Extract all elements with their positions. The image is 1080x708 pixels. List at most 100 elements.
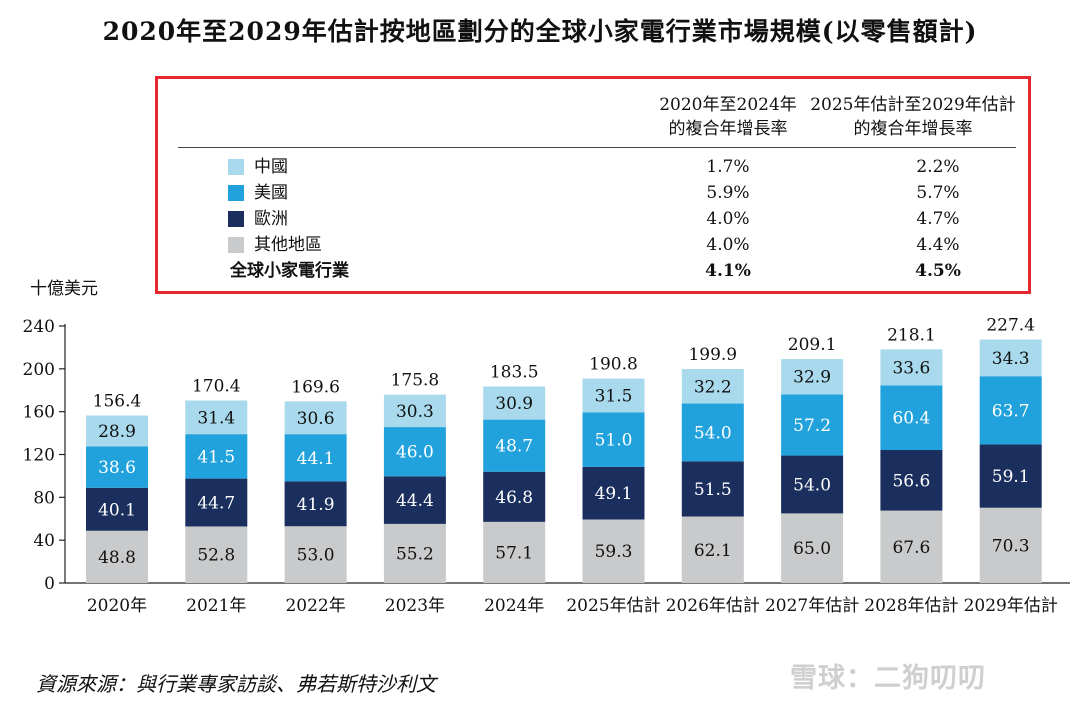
bar-segment [383,394,446,428]
legend-swatch-usa [228,185,244,201]
bar-segment [781,513,844,583]
bar-segment [383,476,446,524]
bar-segment [781,455,844,514]
bar-segment [86,415,148,447]
bar-segment [681,403,744,462]
data-label: 33.6 [892,358,930,378]
data-label: 48.7 [495,437,533,457]
cagr-value: 5.9% [706,183,750,203]
data-label: 53.0 [297,546,335,566]
cagr-value: 2.2% [916,157,960,177]
legend-swatch-europe [228,211,244,227]
region-label: 美國 [254,183,288,203]
y-tick-label: 200 [23,360,55,380]
data-label: 63.7 [992,401,1030,421]
total-label: 183.5 [490,363,539,383]
y-tick-label: 80 [33,488,55,508]
data-label: 38.6 [98,458,136,478]
data-label: 57.1 [495,543,533,563]
bar-segment [681,461,744,517]
bar-segment [284,481,347,527]
bar-segment [86,487,148,531]
data-label: 44.1 [297,449,335,469]
data-label: 34.3 [992,349,1030,369]
bar-segment [681,369,744,404]
legend-swatch-china [228,159,244,175]
x-tick-label: 2025年估計 [566,596,660,616]
cagr-value: 5.7% [916,183,960,203]
data-label: 56.6 [892,471,930,491]
y-tick-label: 240 [23,317,55,337]
cagr-value: 4.7% [916,209,960,229]
data-label: 49.1 [595,484,633,504]
cagr-header-line: 2025年估計至2029年估計 [810,95,1016,115]
total-label: 199.9 [688,345,737,365]
data-label: 41.9 [297,495,335,515]
data-label: 51.5 [694,480,732,500]
data-label: 28.9 [98,422,136,442]
data-label: 62.1 [694,541,732,561]
bar-segment [880,385,943,451]
x-tick-label: 2024年 [484,596,544,616]
bar-segment [284,526,347,583]
bar-segment [383,523,446,583]
y-tick-label: 160 [23,403,55,423]
data-label: 51.0 [595,431,633,451]
y-tick-label: 120 [23,446,55,466]
stacked-bar-chart: 0 40 80 120 160 200 240 48.8 40.1 38.6 28.9 156.4 20… [23,315,1070,616]
data-label: 46.0 [396,443,434,463]
x-tick-label: 2029年估計 [964,596,1058,616]
total-label: 218.1 [887,325,936,345]
bar-segment [582,466,645,520]
data-label: 67.6 [892,538,930,558]
cagr-value: 1.7% [706,157,750,177]
bar-segment [880,450,943,511]
data-label: 44.7 [197,494,235,514]
bar-segment [880,510,943,583]
data-label: 30.9 [495,394,533,414]
cagr-value-total: 4.1% [705,261,751,281]
data-label: 59.1 [992,467,1030,487]
data-label: 65.0 [793,539,831,559]
x-tick-label: 2027年估計 [765,596,859,616]
total-label: 170.4 [192,377,241,397]
data-label: 60.4 [892,409,930,429]
data-label: 31.5 [595,386,633,406]
x-tick-label: 2022年 [285,596,345,616]
bar-segment [483,471,546,522]
region-label: 其他地區 [254,235,322,255]
total-label: 175.8 [391,371,440,391]
cagr-header-2025-2029: 2025年估計至2029年估計 的複合年增長率 [788,93,1038,141]
data-label: 40.1 [98,500,136,520]
bar-segment [582,378,645,413]
cagr-table: 2020年至2024年 的複合年增長率 2025年估計至2029年估計 的複合年… [155,76,1031,294]
data-label: 54.0 [793,475,831,495]
data-label: 30.3 [396,402,434,422]
x-tick-label: 2020年 [87,596,147,616]
bar-segment [880,349,943,386]
y-axis-unit-label: 十億美元 [30,279,98,299]
cagr-value: 4.0% [706,209,750,229]
bar-segment [483,419,546,472]
watermark: 雪球：二狗叨叨 [790,663,986,694]
bar-segment [781,359,844,395]
bar-segment [483,521,546,583]
data-label: 70.3 [992,536,1030,556]
x-tick-label: 2023年 [385,596,445,616]
cagr-row-other: 其他地區 4.0% 4.4% [158,233,1034,259]
bar-segment [185,526,248,583]
bar-segment [979,376,1042,445]
data-label: 32.9 [793,368,831,388]
bar-segment [582,412,645,467]
cagr-header-line: 的複合年增長率 [853,119,973,139]
bar-segment [483,386,546,420]
cagr-value: 4.4% [916,235,960,255]
data-label: 57.2 [793,416,831,436]
data-label: 31.4 [197,408,235,428]
data-label: 54.0 [694,423,732,443]
cagr-row-total: 全球小家電行業 4.1% 4.5% [158,259,1034,285]
data-label: 55.2 [396,544,434,564]
source-note: 資源來源：與行業專家訪談、弗若斯特沙利文 [36,672,436,696]
bar-segment [979,339,1042,377]
legend-swatch-other [228,237,244,253]
